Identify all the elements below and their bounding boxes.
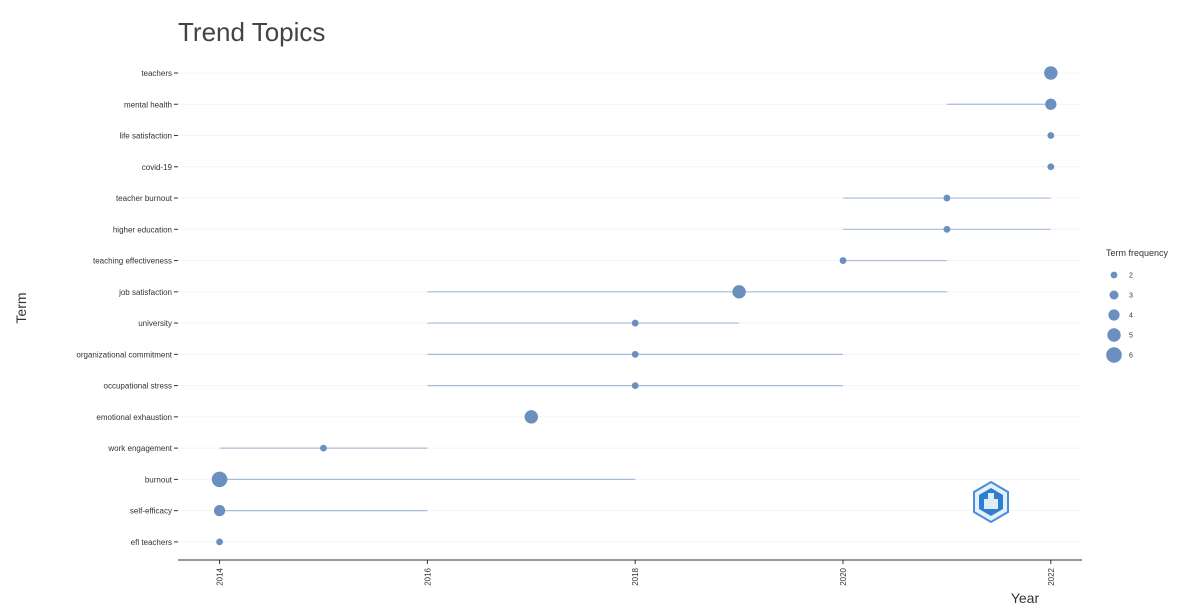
y-tick-label: organizational commitment <box>76 350 172 359</box>
legend-swatch <box>1107 328 1121 342</box>
y-tick-label: higher education <box>113 225 172 234</box>
y-tick-label: teacher burnout <box>116 194 173 203</box>
x-tick-label: 2020 <box>839 567 848 585</box>
term-point <box>320 444 327 452</box>
term-point <box>631 319 639 327</box>
y-tick-label: occupational stress <box>104 382 172 391</box>
y-tick-label: university <box>138 319 172 328</box>
legend-swatch <box>1109 290 1119 300</box>
y-tick-label: efl teachers <box>131 538 172 547</box>
term-point <box>1047 163 1055 171</box>
legend-label: 4 <box>1129 313 1133 320</box>
legend-swatch <box>1108 309 1120 321</box>
term-point <box>732 285 746 299</box>
legend-label: 6 <box>1129 353 1133 360</box>
x-tick-label: 2022 <box>1047 567 1056 585</box>
y-tick-label: mental health <box>124 100 172 109</box>
y-tick-label: emotional exhaustion <box>96 413 172 422</box>
x-tick-label: 2014 <box>216 567 225 585</box>
term-point <box>631 382 639 389</box>
term-point <box>1045 98 1057 110</box>
y-tick-label: work engagement <box>107 444 172 453</box>
x-tick-label: 2018 <box>631 567 640 585</box>
term-point <box>213 505 226 517</box>
y-tick-label: covid-19 <box>142 163 173 172</box>
grid-lines <box>178 72 1082 543</box>
term-point <box>1047 132 1055 139</box>
term-point <box>211 471 228 488</box>
legend-label: 5 <box>1129 333 1133 340</box>
term-point <box>943 194 951 202</box>
y-tick-label: burnout <box>145 475 173 484</box>
term-point <box>216 538 223 546</box>
term-point <box>631 350 639 358</box>
legend-label: 2 <box>1129 273 1133 280</box>
y-tick-label: self-efficacy <box>130 507 172 516</box>
x-tick-label: 2016 <box>423 567 432 585</box>
term-ranges <box>219 103 1051 512</box>
term-points <box>211 66 1058 546</box>
y-axis-ticks: teachers mental health life satisfaction co… <box>76 69 178 547</box>
x-axis-ticks: 2014 2016 2018 2020 2022 <box>216 560 1056 586</box>
legend-swatch <box>1106 347 1122 363</box>
term-point <box>943 225 951 233</box>
chart-title: Trend Topics <box>178 17 325 47</box>
y-tick-label: job satisfaction <box>118 288 172 297</box>
y-tick-label: teachers <box>141 69 172 78</box>
y-axis-title: Term <box>13 292 29 323</box>
legend-title: Term frequency <box>1106 248 1169 258</box>
legend-label: 3 <box>1129 293 1133 300</box>
logo-icon <box>973 480 1009 524</box>
legend: 2 3 4 5 6 <box>1106 271 1133 363</box>
x-axis-title: Year <box>1011 590 1040 606</box>
term-point <box>1044 66 1058 80</box>
term-point <box>839 257 847 264</box>
y-tick-label: teaching effectiveness <box>93 257 172 266</box>
y-tick-label: life satisfaction <box>120 132 172 141</box>
term-point <box>524 410 538 424</box>
legend-swatch <box>1110 271 1118 279</box>
